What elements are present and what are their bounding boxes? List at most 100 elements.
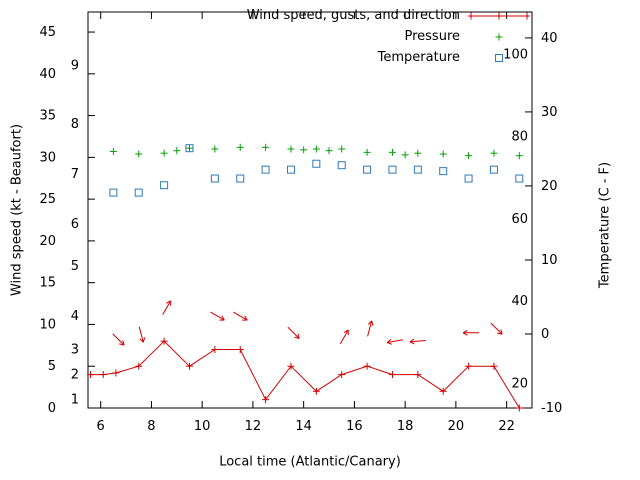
fahrenheit-label: 80: [511, 130, 528, 145]
y-left-tick-label: 30: [39, 150, 56, 165]
wind-direction-arrow: [112, 333, 125, 346]
wind-direction-arrowhead: [221, 315, 225, 321]
y-left-tick-label: 0: [48, 401, 56, 416]
fahrenheit-label: 60: [511, 212, 528, 227]
beaufort-label: 3: [71, 343, 79, 358]
fahrenheit-label: 100: [503, 47, 528, 62]
beaufort-label: 5: [71, 259, 79, 274]
temperature-point: [388, 165, 397, 174]
wind-direction-arrow: [387, 339, 403, 344]
temperature-point: [337, 161, 346, 170]
x-tick-label: 22: [498, 419, 515, 434]
temperature-point: [134, 188, 143, 197]
wind-direction-arrowhead: [386, 342, 392, 345]
wind-direction-arrowhead: [371, 320, 374, 326]
temperature-point: [489, 165, 498, 174]
wind-direction-arrowhead: [297, 333, 300, 339]
legend-label-temperature: Temperature: [377, 50, 460, 65]
temperature-point: [261, 165, 270, 174]
wind-direction-arrow: [490, 322, 503, 335]
wind-direction-arrow: [138, 326, 144, 343]
wind-direction-arrowhead: [462, 332, 468, 336]
wind-direction-arrow: [162, 300, 172, 315]
beaufort-label: 1: [71, 393, 79, 408]
temperature-point: [286, 165, 295, 174]
wind-direction-arrowhead: [119, 343, 125, 346]
temperature-point: [160, 181, 169, 190]
pressure-plus-icon: [495, 33, 503, 40]
legend: Wind speed, gusts, and direction Pressur…: [88, 5, 532, 68]
temperature-point: [210, 174, 219, 183]
y-right-tick-label: 30: [541, 105, 558, 120]
wind-direction-arrowhead: [462, 329, 468, 334]
legend-item-pressure: Pressure: [88, 26, 532, 47]
wind-direction-arrowhead: [343, 329, 349, 333]
y-right-tick-label: 20: [541, 179, 558, 194]
legend-label-pressure: Pressure: [404, 29, 460, 44]
temperature-point: [464, 174, 473, 183]
y-left-tick-label: 20: [39, 234, 56, 249]
y-right-tick-label: 0: [541, 327, 549, 342]
wind-direction-arrow: [409, 339, 426, 343]
wind-direction-arrowhead: [409, 338, 415, 343]
beaufort-label: 9: [71, 58, 79, 73]
beaufort-label: 4: [71, 309, 79, 324]
wind-direction-arrow: [339, 329, 349, 345]
x-tick-label: 8: [147, 419, 155, 434]
fahrenheit-label: 40: [511, 294, 528, 309]
legend-item-wind: Wind speed, gusts, and direction: [88, 5, 532, 26]
x-axis-label: Local time (Atlantic/Canary): [219, 454, 401, 470]
wind-line-plus-icon: [468, 12, 530, 19]
y-axis-label-left: Wind speed (kt - Beaufort): [9, 123, 25, 297]
x-tick-label: 16: [346, 419, 363, 434]
wind-direction-arrowhead: [386, 338, 392, 343]
wind-direction-arrowhead: [142, 337, 146, 343]
x-tick-label: 20: [448, 419, 465, 434]
wind-direction-arrowhead: [367, 320, 373, 325]
temperature-point: [439, 167, 448, 176]
y-left-tick-label: 15: [39, 276, 56, 291]
temperature-point: [363, 165, 372, 174]
x-tick-label: 10: [194, 419, 211, 434]
x-tick-label: 6: [97, 419, 105, 434]
wind-direction-arrow: [210, 311, 225, 321]
y-left-tick-label: 35: [39, 109, 56, 124]
wind-speed-line: [90, 340, 520, 409]
legend-label-wind: Wind speed, gusts, and direction: [246, 8, 460, 23]
y-left-tick-label: 40: [39, 67, 56, 82]
wind-direction-arrowhead: [244, 315, 248, 321]
beaufort-label: 7: [71, 167, 79, 182]
wind-direction-arrowhead: [497, 332, 503, 335]
y-left-tick-label: 5: [48, 359, 56, 374]
wind-direction-arrowhead: [139, 338, 144, 343]
legend-temperature-square: [495, 53, 503, 62]
temperature-square-icon: [495, 53, 503, 62]
plot-border: [87, 11, 533, 409]
fahrenheit-label: 20: [511, 376, 528, 391]
wind-direction-arrowhead: [166, 300, 171, 304]
temperature-point: [185, 144, 194, 153]
temperature-point: [312, 159, 321, 168]
y-left-tick-label: 25: [39, 192, 56, 207]
y-right-tick-label: 10: [541, 253, 558, 268]
wind-direction-arrowhead: [294, 336, 300, 339]
wind-direction-arrow: [233, 311, 248, 321]
y-right-tick-label: -10: [541, 401, 562, 416]
y-left-tick-label: 45: [39, 25, 56, 40]
wind-direction-arrowhead: [122, 340, 125, 346]
y-right-tick-label: 40: [541, 31, 558, 46]
y-left-tick-label: 10: [39, 317, 56, 332]
y-axis-label-right: Temperature (C - F): [597, 161, 613, 289]
temperature-point: [413, 165, 422, 174]
wind-direction-arrowhead: [409, 341, 415, 345]
wind-direction-arrow: [287, 326, 300, 339]
x-tick-label: 18: [397, 419, 414, 434]
temperature-point: [109, 188, 118, 197]
wind-direction-arrow: [367, 320, 373, 337]
beaufort-label: 6: [71, 217, 79, 232]
wind-direction-arrowhead: [500, 329, 503, 335]
temperature-point: [515, 174, 524, 183]
beaufort-label: 2: [71, 368, 79, 383]
